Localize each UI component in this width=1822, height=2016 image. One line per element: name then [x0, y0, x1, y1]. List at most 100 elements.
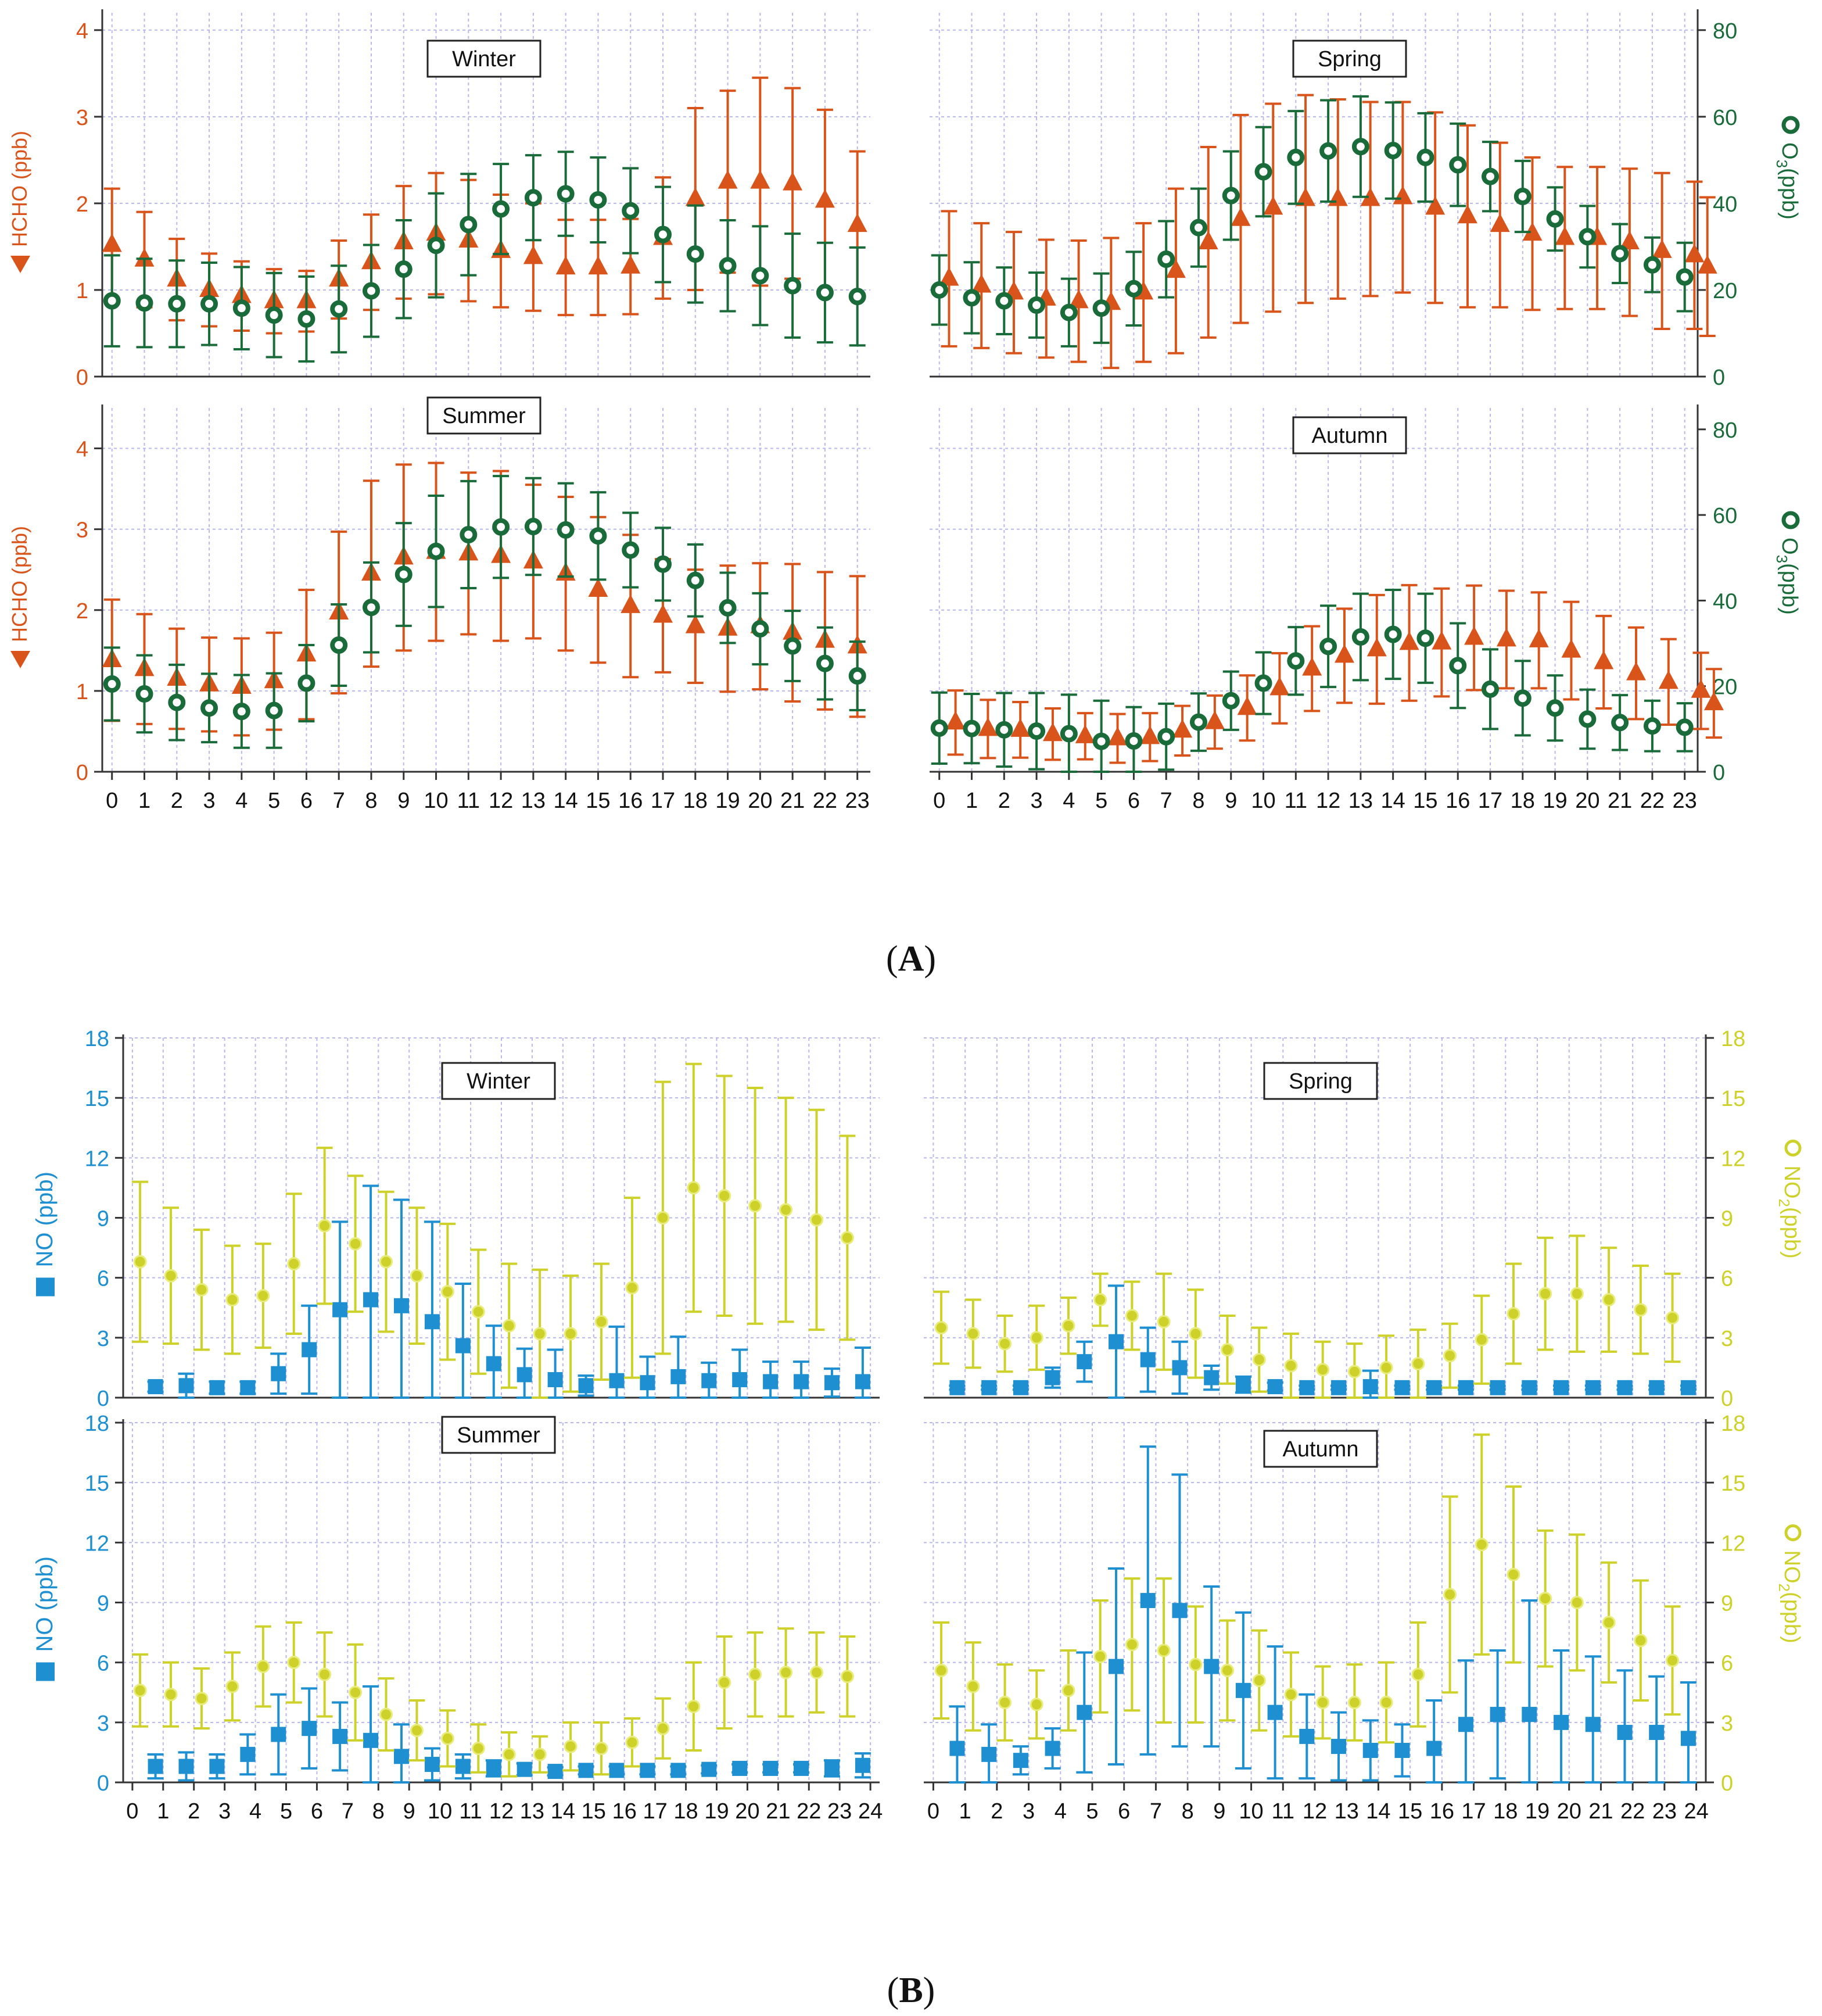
no-legend-square: [36, 1662, 55, 1681]
x-tick-label: 12: [489, 1799, 514, 1824]
o3-point: [1092, 732, 1110, 750]
no-point: [1109, 1659, 1124, 1674]
o3-point: [1643, 256, 1661, 274]
no2-point: [1634, 1303, 1648, 1317]
x-tick-label: 18: [1493, 1799, 1518, 1824]
no2-point: [966, 1680, 980, 1693]
chart-title-box: [1292, 40, 1407, 78]
caption-a: (A): [885, 939, 937, 979]
no-point: [178, 1759, 194, 1774]
x-tick-label: 6: [300, 789, 313, 813]
o3-point: [1449, 657, 1467, 675]
no-point: [578, 1378, 594, 1394]
no-point: [1013, 1380, 1028, 1395]
chart-b-winter: 0 3 6 9 12 15 18 NO (ppb) Winter: [32, 1027, 880, 1411]
no-point: [981, 1380, 997, 1395]
o3-point: [297, 674, 315, 692]
hcho-point: [815, 189, 835, 208]
x-tick-label: 15: [1398, 1799, 1422, 1824]
x-tick-label: 2: [171, 789, 183, 813]
o3-point: [362, 599, 380, 617]
no2-point: [410, 1724, 424, 1738]
x-tick-label: 0: [927, 1799, 939, 1824]
hcho-point: [1594, 650, 1614, 669]
x-tick-label: 9: [1225, 789, 1237, 813]
o3-point: [492, 518, 510, 536]
hcho-point: [1703, 692, 1724, 711]
no2-point: [1602, 1292, 1616, 1306]
no-point: [178, 1378, 194, 1394]
no-point: [1109, 1334, 1124, 1349]
o3-point: [492, 200, 510, 218]
chart-title: Winter: [452, 47, 516, 71]
no2-point: [349, 1685, 363, 1699]
no-point: [455, 1338, 471, 1353]
no2-point: [287, 1257, 301, 1271]
o3-point: [995, 292, 1013, 310]
no2-point: [656, 1211, 670, 1224]
no-point: [732, 1372, 748, 1388]
no2-point: [164, 1688, 178, 1702]
x-tick-label: 5: [1086, 1799, 1098, 1824]
no2-point: [440, 1285, 454, 1299]
x-tick-label: 9: [1213, 1799, 1225, 1824]
o3-point: [265, 306, 283, 324]
no2-legend-circle: [1784, 1524, 1802, 1541]
y-tick-label: 6: [97, 1267, 109, 1291]
hcho-point: [1360, 187, 1380, 206]
o3-point: [1482, 680, 1500, 698]
hcho-point: [1457, 205, 1477, 224]
x-tick-label: 17: [643, 1799, 667, 1824]
no2-point: [687, 1699, 701, 1713]
o3-point: [394, 565, 413, 583]
no-point: [1045, 1741, 1060, 1756]
no2-point: [934, 1663, 948, 1677]
hcho-point: [1522, 222, 1543, 241]
x-tick-label: 1: [966, 789, 978, 813]
chart-a-spring: 0 20 40 60 80 O3(ppb) Spring: [930, 9, 1802, 390]
no-point: [1522, 1707, 1537, 1723]
x-tick-label: 23: [827, 1799, 852, 1824]
o3-point: [1579, 228, 1597, 246]
no-point: [1490, 1707, 1505, 1723]
o3-point: [460, 525, 478, 543]
no-point: [824, 1375, 840, 1391]
no2-point: [379, 1707, 393, 1721]
no-point: [209, 1759, 225, 1774]
no2-axis-label: NO2(ppb): [1776, 1551, 1804, 1643]
no2-point: [564, 1739, 578, 1753]
x-tick-label: 7: [342, 1799, 354, 1824]
x-tick-label: 21: [766, 1799, 790, 1824]
hcho-point: [1432, 631, 1452, 650]
no2-point: [502, 1319, 516, 1333]
o3-point: [816, 284, 834, 302]
o3-point: [963, 289, 981, 307]
o3-point: [330, 300, 348, 318]
x-tick-label: 17: [1461, 1799, 1486, 1824]
x-tick-label: 4: [1055, 1799, 1067, 1824]
no2-point: [349, 1237, 363, 1251]
hcho-point: [1204, 710, 1225, 729]
hcho-point: [1010, 718, 1031, 737]
y-tick-label: 0: [1721, 1387, 1733, 1411]
y-tick-label: 60: [1713, 106, 1737, 130]
y-tick-label: 0: [1713, 366, 1725, 390]
o3-point: [460, 216, 478, 234]
axis-label-sub: 3: [1773, 555, 1791, 563]
no-axis-label: NO (ppb): [32, 1556, 58, 1652]
o3-point: [963, 719, 981, 737]
no-point: [1394, 1742, 1410, 1758]
o3-point: [330, 636, 348, 654]
y-tick-label: 12: [1721, 1531, 1745, 1556]
x-tick-label: 22: [1620, 1799, 1645, 1824]
y-tick-label: 0: [97, 1771, 109, 1796]
o3-legend-circle: [1781, 116, 1800, 134]
no2-point: [1061, 1319, 1075, 1333]
x-tick-label: 15: [586, 789, 610, 813]
no-point: [517, 1761, 532, 1777]
hcho-point: [1529, 628, 1549, 647]
o3-point: [719, 599, 737, 617]
x-tick-label: 17: [651, 789, 675, 813]
